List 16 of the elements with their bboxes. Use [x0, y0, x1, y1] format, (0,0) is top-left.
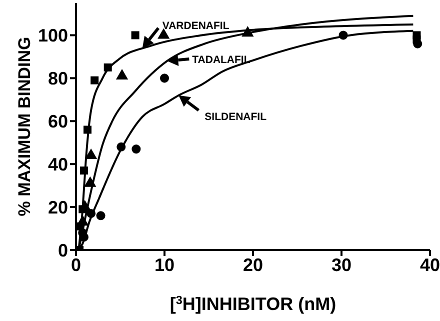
- x-tick-label: 10: [154, 254, 175, 275]
- x-tick-label: 0: [70, 254, 82, 275]
- annotation: TADALAFIL: [192, 54, 251, 66]
- x-axis-title: [$^{3}$H]INHIBITOR (nM): [170, 294, 336, 314]
- annotation: VARDENAFIL: [162, 20, 230, 32]
- y-tick-label: 20: [48, 197, 68, 218]
- x-tick-label: 30: [331, 254, 352, 275]
- y-tick-label: 60: [48, 112, 68, 132]
- y-tick-label: 40: [48, 154, 68, 174]
- annotation: SILDENAFIL: [204, 111, 268, 124]
- x-tick-label: 40: [420, 254, 440, 275]
- y-tick-label: 80: [48, 68, 68, 89]
- x-tick-label: 20: [242, 254, 264, 275]
- y-tick-label: 100: [38, 26, 68, 46]
- y-axis-title: % MAXIMUM BINDING: [15, 36, 34, 216]
- y-tick-label: 0: [58, 240, 68, 260]
